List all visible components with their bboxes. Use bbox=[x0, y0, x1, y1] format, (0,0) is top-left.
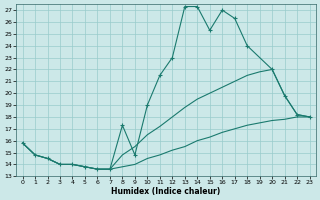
X-axis label: Humidex (Indice chaleur): Humidex (Indice chaleur) bbox=[111, 187, 221, 196]
